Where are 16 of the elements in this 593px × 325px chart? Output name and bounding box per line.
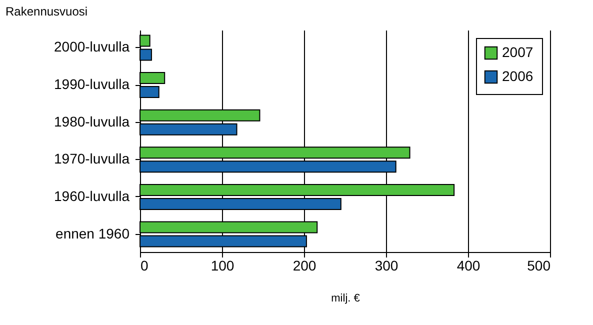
y-tick-label: 1980-luvulla [54, 113, 130, 130]
legend-label: 2006 [502, 68, 534, 84]
y-tick-label: 1960-luvulla [54, 188, 130, 204]
y-axis-title: Rakennusvuosi [6, 4, 88, 18]
x-tick-label: 400 [456, 258, 480, 274]
x-tick-label: 200 [292, 258, 316, 274]
y-tick-label: 1970-luvulla [54, 150, 130, 167]
x-tick-label: 100 [210, 258, 234, 274]
x-tick-label: 500 [527, 258, 551, 274]
x-tick-label: 300 [374, 258, 398, 274]
y-tick-label: 1990-luvulla [54, 76, 130, 92]
x-axis-title: milj. € [331, 292, 360, 304]
y-tick-label: ennen 1960 [56, 225, 130, 242]
legend-label: 2007 [502, 44, 534, 60]
x-tick-label: 0 [140, 258, 148, 274]
y-tick-label: 2000-luvulla [54, 38, 130, 55]
